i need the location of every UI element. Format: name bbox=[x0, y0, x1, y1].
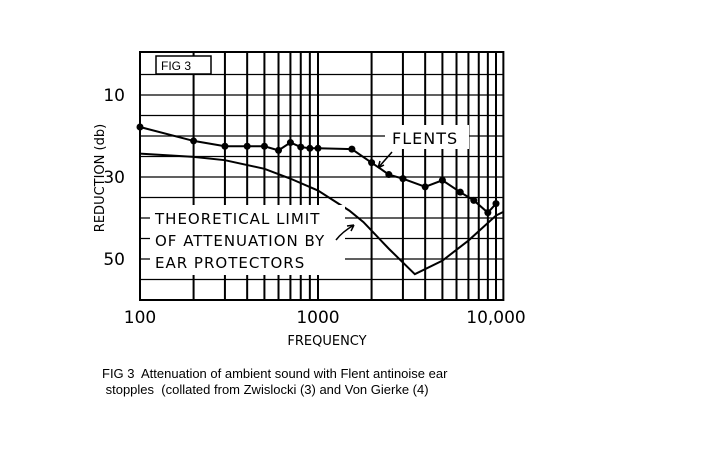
data-point-flents bbox=[385, 171, 393, 179]
series-layer bbox=[136, 123, 504, 276]
data-point-flents bbox=[438, 176, 446, 184]
flents-arrow bbox=[377, 151, 393, 169]
data-point-flents bbox=[484, 209, 492, 217]
data-point-flents bbox=[421, 183, 429, 191]
y-axis-label: REDUCTION (db) bbox=[93, 124, 108, 232]
series-line-theoretical-limit bbox=[139, 152, 504, 276]
fig-label-box bbox=[155, 55, 212, 75]
annotation-flents: FLENTS bbox=[392, 129, 458, 148]
caption-line-1: FIG 3 Attenuation of ambient sound with … bbox=[102, 366, 448, 381]
data-point-flents bbox=[399, 175, 407, 183]
caption-line-2: stopples (collated from Zwislocki (3) an… bbox=[102, 382, 429, 397]
data-point-flents bbox=[286, 139, 294, 147]
plot-frame bbox=[139, 51, 505, 301]
data-point-flents bbox=[243, 142, 251, 150]
tick-labels: 100 1000 10,000 10 30 50 bbox=[103, 86, 525, 328]
figure-caption: FIG 3 Attenuation of ambient sound with … bbox=[102, 366, 447, 398]
data-point-flents bbox=[260, 142, 268, 150]
x-axis-label: FREQUENCY bbox=[287, 334, 366, 349]
data-point-flents bbox=[221, 142, 229, 150]
annotation-theory-2: OF ATTENUATION BY bbox=[155, 232, 325, 250]
theory-arrow bbox=[335, 224, 355, 241]
data-point-flents bbox=[368, 159, 376, 167]
annotation-theory-1: THEORETICAL LIMIT bbox=[154, 210, 320, 228]
data-point-flents bbox=[456, 188, 464, 196]
data-point-flents bbox=[297, 143, 305, 151]
y-tick-label: 10 bbox=[103, 86, 125, 106]
data-point-flents bbox=[470, 196, 478, 204]
flents-label-bg bbox=[385, 125, 469, 149]
x-tick-label: 10,000 bbox=[466, 308, 525, 328]
x-tick-label: 100 bbox=[124, 308, 156, 328]
data-point-flents bbox=[190, 137, 198, 145]
x-tick-label: 1000 bbox=[296, 308, 339, 328]
data-point-flents bbox=[348, 145, 356, 153]
data-point-flents bbox=[136, 123, 144, 131]
data-point-flents bbox=[314, 144, 322, 152]
fig-label: FIG 3 bbox=[161, 59, 191, 73]
data-point-flents bbox=[275, 146, 283, 154]
y-tick-label: 50 bbox=[103, 250, 125, 270]
y-tick-label: 30 bbox=[103, 168, 125, 188]
data-point-flents bbox=[492, 200, 500, 208]
theory-label-bg bbox=[150, 205, 345, 275]
annotation-theory-3: EAR PROTECTORS bbox=[155, 254, 305, 272]
data-point-flents bbox=[306, 144, 314, 152]
